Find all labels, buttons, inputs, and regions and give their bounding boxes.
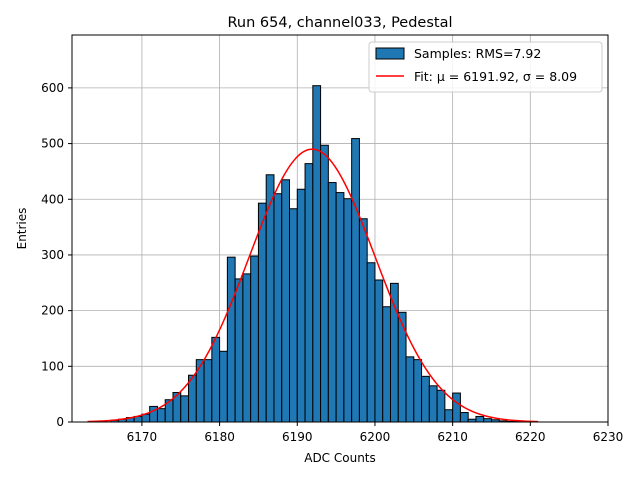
y-tick-label: 400 [41, 192, 64, 206]
histogram-bar [413, 359, 423, 423]
x-tick-label: 6220 [515, 430, 546, 444]
y-tick-label: 600 [41, 81, 64, 95]
histogram-bar [273, 193, 283, 423]
y-axis-title: Entries [15, 208, 29, 250]
histogram-bar [234, 278, 244, 423]
gaussian-fit-line [87, 148, 539, 423]
histogram-bar [358, 218, 368, 423]
y-tick-label: 300 [41, 248, 64, 262]
histogram-bar [320, 144, 329, 423]
histogram-bar [405, 356, 415, 423]
x-tick-label: 6200 [360, 430, 391, 444]
legend-label-samples: Samples: RMS=7.92 [414, 46, 541, 61]
x-axis-title: ADC Counts [304, 451, 376, 465]
histogram-bar [156, 408, 166, 423]
y-tick-label: 0 [56, 415, 64, 429]
histogram-bar [483, 418, 492, 423]
x-axis-ticks: 6170 6180 6190 6200 6210 6220 6230 [127, 422, 624, 444]
y-tick-label: 500 [41, 137, 64, 151]
histogram-bar [366, 262, 376, 423]
histogram-bar [304, 163, 314, 423]
histogram-bar [195, 359, 205, 423]
histogram-bar [219, 350, 228, 423]
y-tick-label: 100 [41, 359, 64, 373]
y-axis-ticks: 0 100 200 300 400 500 600 [41, 81, 72, 429]
legend-label-fit: Fit: μ = 6191.92, σ = 8.09 [414, 69, 577, 84]
histogram-bar [281, 179, 291, 423]
x-tick-label: 6180 [204, 430, 235, 444]
plot-area-frame [71, 34, 609, 423]
histogram-bar [257, 202, 267, 423]
histogram-bar [250, 255, 259, 423]
histogram-bar [296, 188, 306, 423]
histogram-bar [351, 138, 360, 423]
legend: Samples: RMS=7.92 Fit: μ = 6191.92, σ = … [368, 41, 603, 93]
x-tick-label: 6230 [593, 430, 624, 444]
legend-box [368, 41, 603, 93]
histogram-bar [327, 182, 337, 423]
histogram-bar [428, 385, 438, 423]
histogram-bar [444, 409, 454, 423]
histogram-bar [180, 395, 190, 423]
histogram-bar [475, 415, 485, 423]
histogram-bar [421, 375, 430, 423]
histogram-bars [110, 85, 524, 423]
histogram-bar [242, 273, 252, 423]
histogram-bar [335, 192, 345, 423]
x-tick-label: 6210 [437, 430, 468, 444]
histogram-bar [289, 208, 298, 423]
histogram-bar [343, 198, 353, 423]
legend-swatch-samples [375, 47, 405, 60]
histogram-bar [374, 279, 384, 423]
histogram-bar [382, 306, 391, 423]
y-tick-label: 200 [41, 304, 64, 318]
histogram-bar [226, 256, 236, 423]
x-tick-label: 6170 [127, 430, 158, 444]
chart-title: Run 654, channel033, Pedestal [227, 15, 452, 31]
histogram-bar [203, 359, 213, 423]
histogram-bar [211, 336, 221, 423]
histogram-bar [459, 412, 469, 423]
x-tick-label: 6190 [282, 430, 313, 444]
histogram-bar [436, 389, 446, 423]
histogram-bar [452, 392, 461, 423]
histogram-bar [312, 85, 322, 423]
